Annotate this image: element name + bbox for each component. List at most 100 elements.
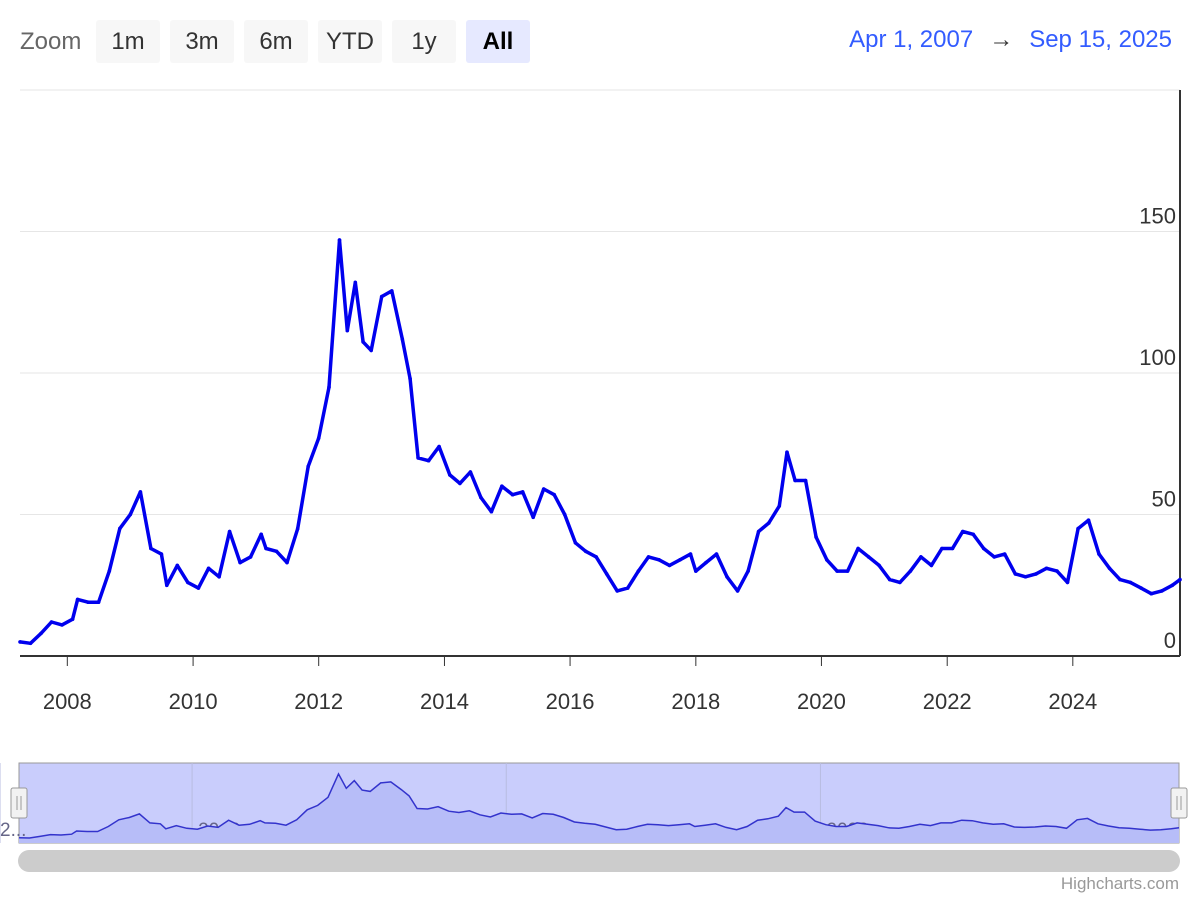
data-point [306,464,311,469]
navigator[interactable]: 2010201520202... [0,760,1200,850]
zoom-all-button[interactable]: All [466,20,530,63]
data-point [1002,552,1007,556]
data-point [264,546,268,551]
range-from-input[interactable]: Apr 1, 2007 [849,26,974,53]
data-point [767,521,771,525]
data-point [541,487,546,491]
data-point [28,641,33,646]
data-point [1128,580,1133,585]
data-point [531,515,535,520]
x-tick-label: 2018 [671,689,720,714]
range-to-input[interactable]: Sep 15, 2025 [1029,26,1172,53]
data-point [369,348,374,353]
data-point [856,546,860,551]
data-point [316,436,321,440]
data-point [694,569,698,573]
data-point [489,509,494,514]
data-point [353,280,358,285]
data-point [361,340,365,344]
data-point [448,473,452,477]
data-point [725,575,729,579]
data-point [107,569,112,573]
zoom-6m-button[interactable]: 6m [244,20,308,63]
data-point [929,563,934,568]
zoom-1m-button[interactable]: 1m [96,20,160,63]
data-point [552,492,556,497]
highcharts-credits[interactable]: Highcharts.com [1060,874,1179,893]
data-point [337,238,342,242]
data-point [75,597,80,602]
y-tick-label: 150 [1139,204,1176,229]
data-point [704,560,708,565]
data-point [128,512,133,517]
data-point [793,478,797,483]
data-point [1107,566,1112,571]
data-point [1013,572,1018,576]
data-point [1034,572,1038,576]
data-point [919,555,923,559]
x-tick-label: 2022 [923,689,972,714]
data-point [96,600,101,604]
scrollbar[interactable] [18,850,1180,872]
x-tick-label: 2008 [43,689,92,714]
data-point [149,546,153,551]
data-point [227,529,232,534]
data-point [390,289,394,293]
data-point [60,623,64,627]
data-point [510,492,515,497]
navigator-handle-right[interactable] [1170,787,1188,819]
data-point [562,512,567,517]
data-point [274,549,279,554]
data-point [468,470,473,474]
data-point [594,555,598,559]
data-point [1178,577,1182,582]
data-point [646,555,651,559]
data-point [657,558,661,562]
data-point [118,526,122,531]
zoom-3m-button[interactable]: 3m [170,20,234,63]
data-point [1149,591,1154,596]
data-point [714,552,719,556]
zoom-ytd-button[interactable]: YTD [318,20,382,63]
data-point [583,549,588,554]
series-area [18,238,1182,646]
data-point [196,586,201,590]
data-point [625,586,630,590]
zoom-1y-button[interactable]: 1y [392,20,456,63]
data-point [950,546,955,551]
data-point [898,580,902,585]
data-point [175,563,180,568]
data-point [408,376,412,381]
data-point [1044,566,1049,571]
axes: 0 50 100 150 2008 2010 2012 2014 2016 2018 2020 202… [20,90,1181,714]
zoom-label: Zoom [20,28,82,55]
data-point [416,456,420,460]
data-point [400,337,405,341]
date-range-inputs: Apr 1, 2007 → Sep 15, 2025 [849,26,1172,54]
data-point [1065,580,1070,585]
data-point [379,294,384,299]
data-point [259,532,264,537]
navigator-handle-left[interactable] [10,787,28,819]
data-point [803,478,808,483]
data-point [426,458,431,463]
data-point [688,552,693,556]
data-point [835,569,839,573]
data-point [49,620,54,624]
data-point [1139,586,1143,590]
x-tick-label: 2014 [420,689,469,714]
data-point [327,385,331,390]
grid [20,89,1180,515]
data-point [785,450,789,455]
data-point [458,481,462,486]
data-point [345,328,350,333]
main-chart[interactable]: 0 50 100 150 2008 2010 2012 2014 2016 2018 2020 202… [0,84,1200,724]
navigator-handles[interactable] [10,787,1188,819]
data-point [1170,583,1175,588]
navigator-area [19,773,1179,843]
data-point [992,555,996,559]
data-point [960,529,965,534]
data-point [437,444,441,449]
data-point [159,552,164,556]
data-point [86,600,90,604]
